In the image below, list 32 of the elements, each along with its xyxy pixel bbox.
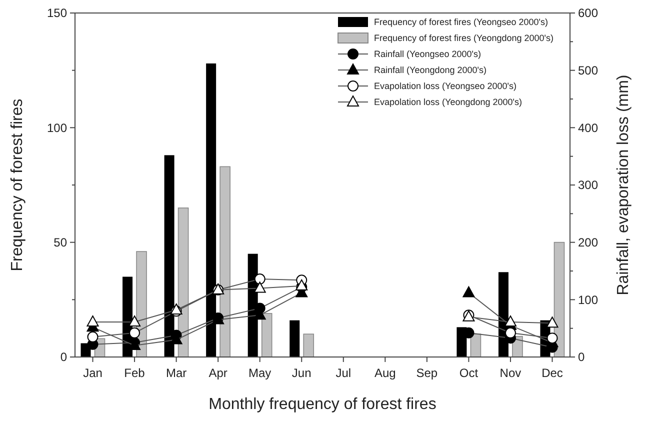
x-tick-label: Jan	[83, 366, 102, 380]
legend-label: Frequency of forest fires (Yeongdong 2000's)	[374, 33, 554, 44]
x-tick-label: Sep	[416, 366, 438, 380]
legend-label: Frequency of forest fires (Yeongseo 2000's)	[374, 17, 548, 28]
legend-label: Rainfall (Yeongdong 2000's)	[374, 65, 486, 76]
x-tick-label: Nov	[500, 366, 522, 380]
x-tick-label: Jun	[292, 366, 312, 380]
x-tick-label: Apr	[208, 366, 228, 380]
x-axis-title: Monthly frequency of forest fires	[208, 396, 436, 413]
x-tick-label: Mar	[166, 366, 187, 380]
y-tick-label: 0	[60, 350, 68, 364]
x-tick-label: Oct	[459, 366, 479, 380]
x-tick-label: Dec	[542, 366, 563, 380]
y-tick-label: 100	[46, 120, 68, 135]
y-tick-label: 150	[46, 6, 68, 20]
legend-label: Evapolation loss (Yeongseo 2000's)	[374, 81, 516, 92]
y2-tick-label: 200	[578, 236, 598, 250]
y-axis-title: Frequency of forest fires	[9, 98, 26, 272]
legend-label: Rainfall (Yeongseo 2000's)	[374, 49, 481, 60]
y2-tick-label: 600	[578, 6, 598, 20]
y2-tick-label: 500	[578, 64, 598, 78]
y2-axis-title: Rainfall, evaporation loss (mm)	[615, 74, 632, 296]
y2-tick-label: 300	[578, 178, 598, 192]
y2-tick-label: 0	[578, 350, 585, 364]
x-tick-label: May	[248, 366, 272, 380]
x-tick-label: Feb	[124, 366, 146, 380]
x-tick-label: Jul	[336, 366, 352, 380]
y2-tick-label: 100	[578, 292, 598, 307]
legend-label: Evapolation loss (Yeongdong 2000's)	[374, 97, 522, 108]
x-tick-label: Aug	[374, 366, 396, 380]
y2-tick-label: 400	[578, 120, 598, 135]
y-tick-label: 50	[54, 236, 68, 250]
